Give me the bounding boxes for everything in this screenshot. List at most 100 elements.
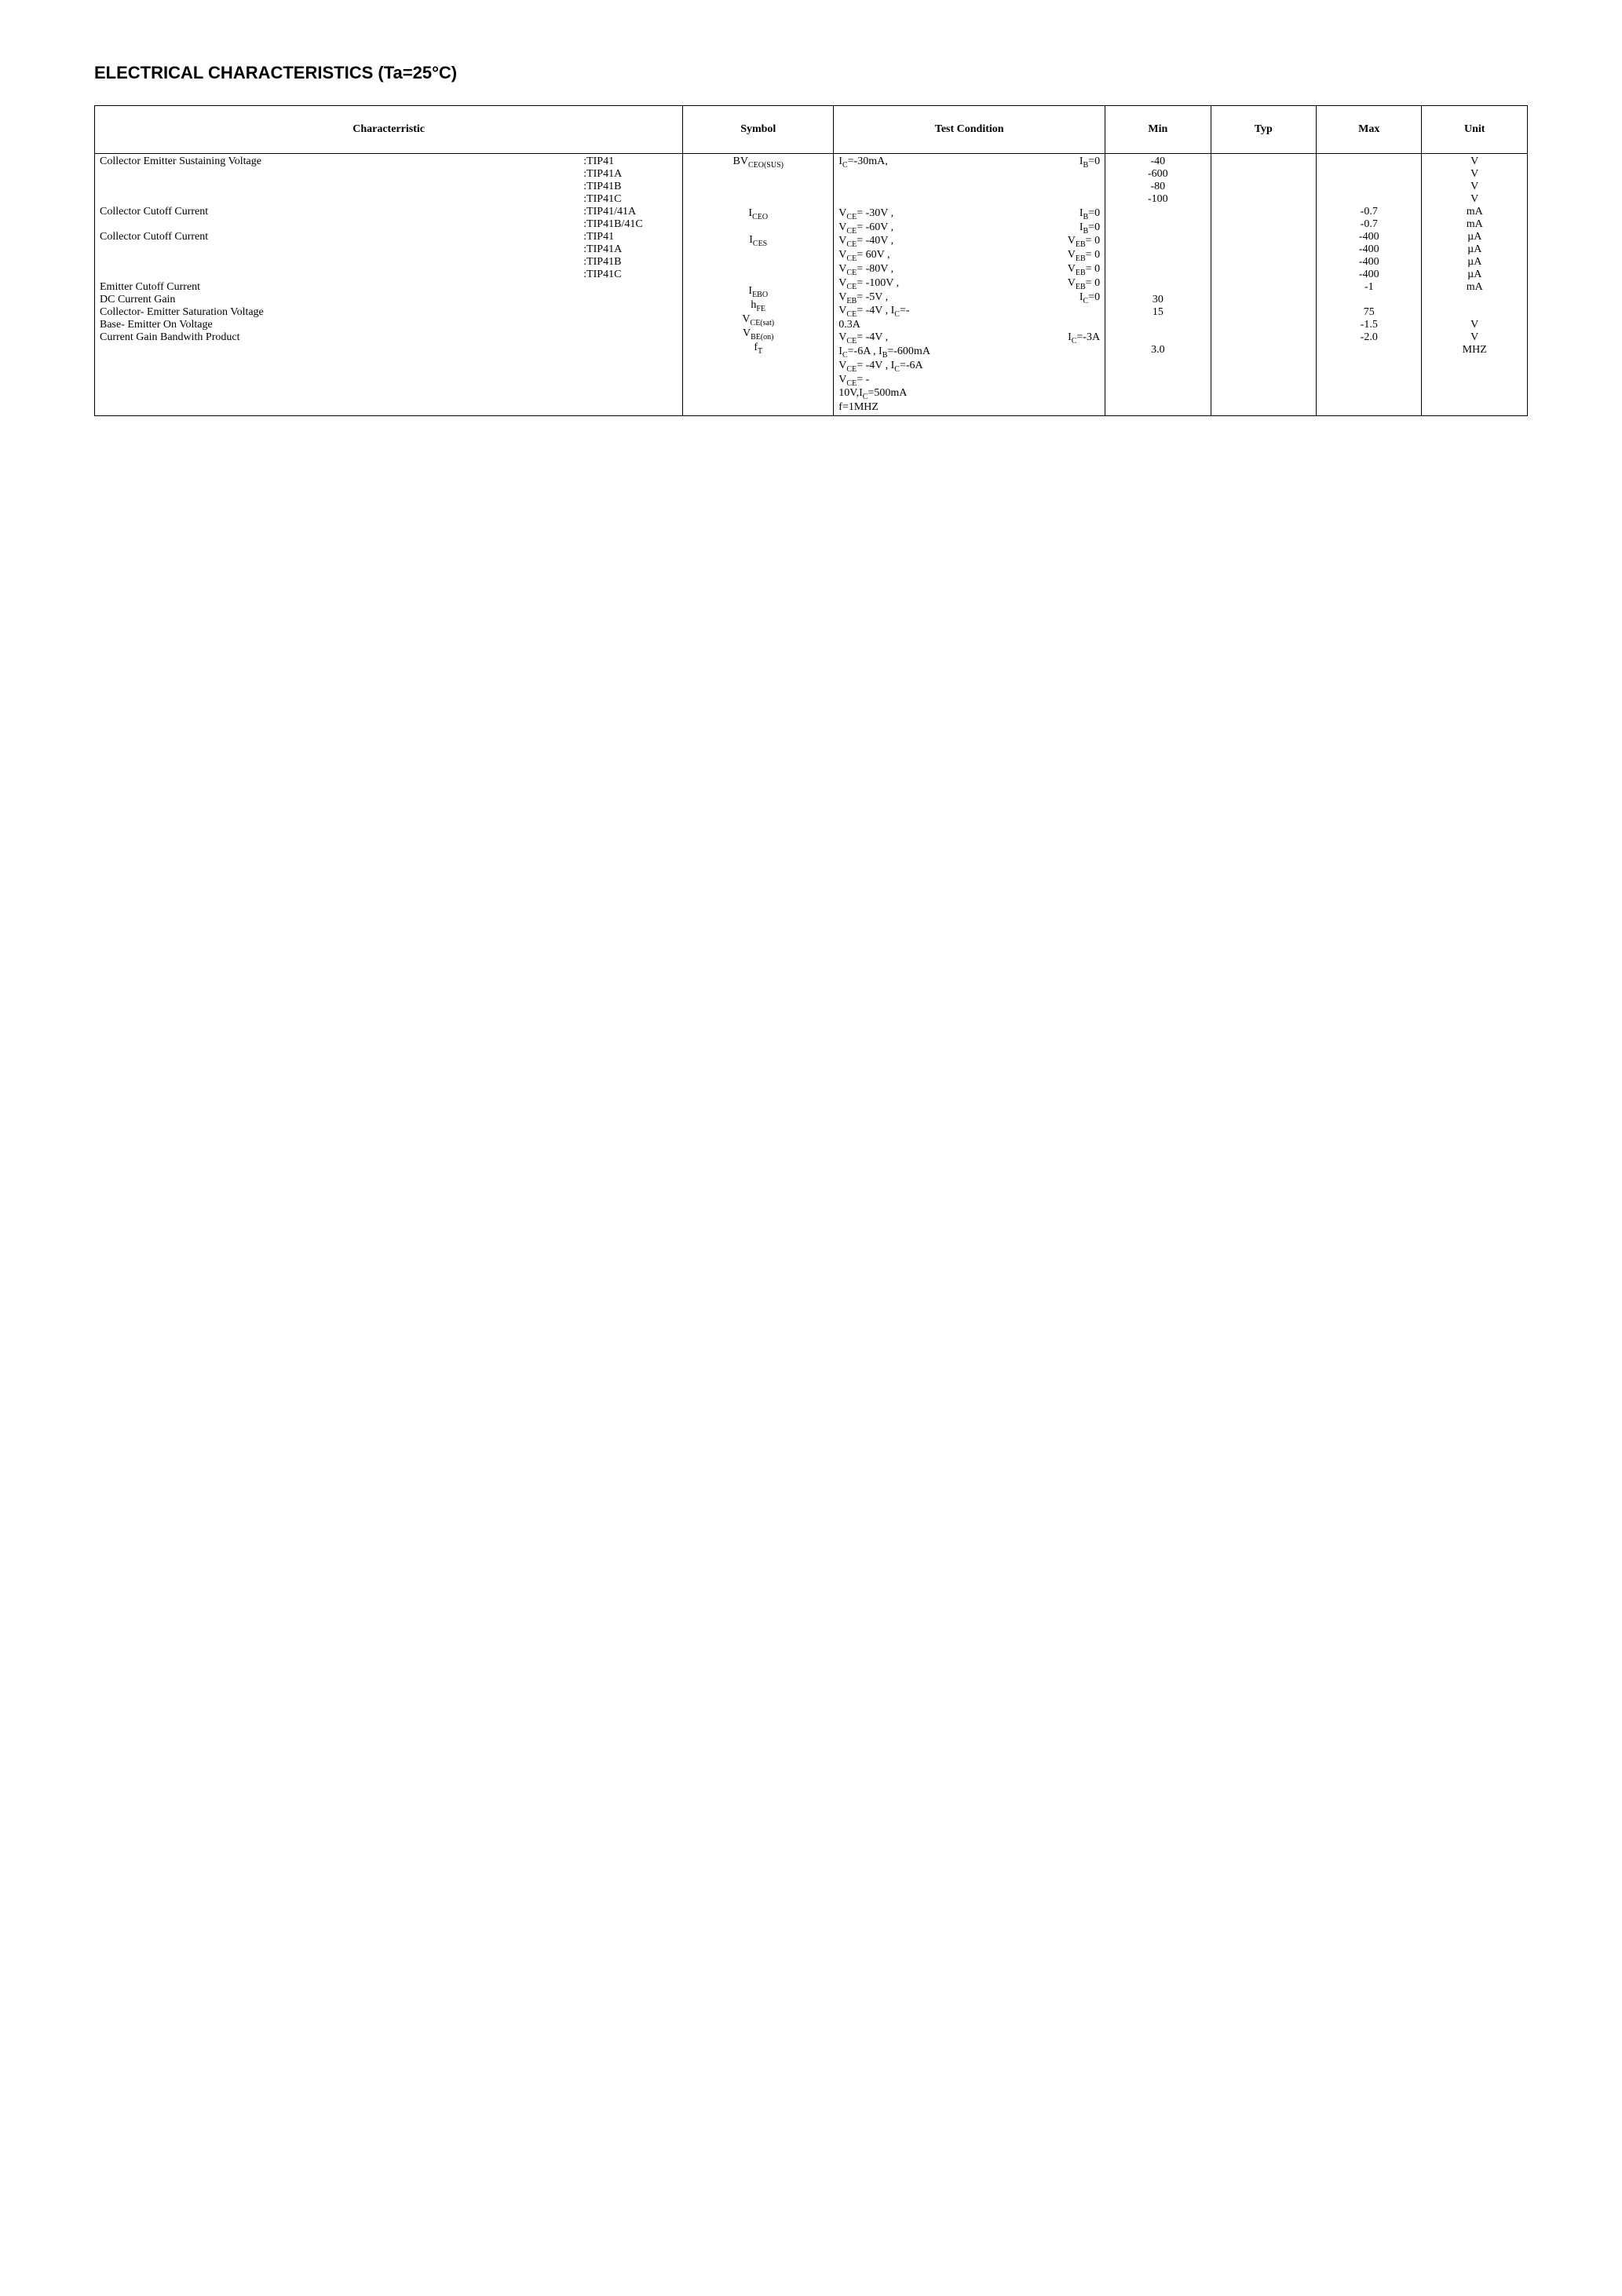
characteristic-name: Collector Cutoff Current [100, 231, 583, 243]
unit-value [1427, 306, 1522, 319]
symbol-line: VBE(on) [688, 327, 828, 342]
condition-right: IB=0 [1080, 207, 1100, 221]
max-value [1321, 294, 1416, 306]
unit-value [1427, 382, 1522, 394]
characteristic-name [100, 269, 583, 281]
condition-line: IC=-30mA,IB=0 [838, 155, 1100, 170]
condition-left: VCE= -80V , [838, 263, 893, 277]
typ-value [1216, 269, 1311, 281]
condition-right: IC=0 [1080, 291, 1100, 305]
condition-right: VEB= 0 [1068, 263, 1100, 277]
characteristic-name [100, 218, 583, 231]
condition-line [838, 182, 1100, 195]
condition-left: 10V,IC=500mA [838, 387, 907, 401]
characteristic-variant: :TIP41B [583, 181, 678, 193]
typ-value [1216, 306, 1311, 319]
typ-value [1216, 281, 1311, 294]
condition-line: VCE= 60V ,VEB= 0 [838, 249, 1100, 263]
characteristic-line: Base- Emitter On Voltage [100, 319, 678, 331]
max-value [1321, 344, 1416, 356]
typ-value [1216, 256, 1311, 269]
symbol-line: fT [688, 342, 828, 356]
header-typ: Typ [1211, 106, 1316, 154]
condition-left: VCE= - [838, 374, 869, 388]
characteristic-variant [583, 319, 678, 331]
max-value [1321, 193, 1416, 206]
condition-line: f=1MHZ [838, 401, 1100, 414]
condition-right: VEB= 0 [1068, 235, 1100, 249]
max-value [1321, 168, 1416, 181]
characteristic-name: Emitter Cutoff Current [100, 281, 583, 294]
typ-value [1216, 155, 1311, 168]
header-symbol: Symbol [683, 106, 834, 154]
unit-value: V [1427, 193, 1522, 206]
condition-left: VCE= 60V , [838, 249, 890, 263]
symbol-line [688, 170, 828, 182]
characteristic-name: Collector Emitter Sustaining Voltage [100, 155, 583, 168]
characteristic-variant: :TIP41C [583, 269, 678, 281]
characteristic-line: :TIP41B [100, 181, 678, 193]
header-min: Min [1105, 106, 1211, 154]
condition-line: 10V,IC=500mA [838, 387, 1100, 401]
characteristic-line: :TIP41C [100, 269, 678, 281]
condition-line: VCE= -4V ,IC=-3A [838, 331, 1100, 345]
characteristic-line: Collector Emitter Sustaining Voltage:TIP… [100, 155, 678, 168]
symbol-line [688, 272, 828, 285]
condition-left: VCE= -100V , [838, 277, 899, 291]
unit-value: MHZ [1427, 344, 1522, 356]
header-unit: Unit [1422, 106, 1528, 154]
unit-value: V [1427, 319, 1522, 331]
unit-value [1427, 294, 1522, 306]
unit-value: mA [1427, 281, 1522, 294]
characteristic-variant: :TIP41 [583, 155, 678, 168]
max-value: -1 [1321, 281, 1416, 294]
symbol-line [688, 221, 828, 234]
characteristics-table: Characterristic Symbol Test Condition Mi… [94, 105, 1528, 416]
unit-value: µA [1427, 256, 1522, 269]
min-value [1110, 369, 1205, 382]
characteristic-name [100, 181, 583, 193]
condition-left: VCE= -60V , [838, 221, 893, 236]
characteristic-line: :TIP41A [100, 243, 678, 256]
characteristic-name: Current Gain Bandwith Product [100, 331, 583, 344]
symbol-line: IEBO [688, 285, 828, 299]
characteristic-name [100, 243, 583, 256]
table-body-row: Collector Emitter Sustaining Voltage:TIP… [95, 154, 1528, 416]
symbol-line: BVCEO(SUS) [688, 155, 828, 170]
max-value [1321, 155, 1416, 168]
characteristic-variant [583, 331, 678, 344]
unit-value: mA [1427, 206, 1522, 218]
condition-left: VCE= -40V , [838, 235, 893, 249]
condition-left: VEB= -5V , [838, 291, 888, 305]
condition-line: VCE= -40V , VEB= 0 [838, 235, 1100, 249]
characteristic-name [100, 168, 583, 181]
unit-value: µA [1427, 269, 1522, 281]
condition-line: 0.3A [838, 319, 1100, 331]
characteristic-variant: :TIP41B/41C [583, 218, 678, 231]
min-value: 3.0 [1110, 344, 1205, 356]
min-value: 30 [1110, 294, 1205, 306]
characteristic-variant: :TIP41/41A [583, 206, 678, 218]
max-value: -400 [1321, 256, 1416, 269]
condition-line: VCE= -4V , IC=-6A [838, 360, 1100, 374]
typ-value [1216, 181, 1311, 193]
condition-left: f=1MHZ [838, 401, 879, 414]
typ-value [1216, 206, 1311, 218]
typ-value [1216, 382, 1311, 394]
characteristic-variant [583, 294, 678, 306]
characteristic-name: Collector- Emitter Saturation Voltage [100, 306, 583, 319]
symbol-line: hFE [688, 299, 828, 313]
min-value: -600 [1110, 168, 1205, 181]
condition-line: VCE= - [838, 374, 1100, 388]
unit-value: V [1427, 168, 1522, 181]
symbol-line: ICES [688, 234, 828, 248]
characteristic-line: Current Gain Bandwith Product [100, 331, 678, 344]
condition-right: IC=-3A [1068, 331, 1100, 345]
condition-left: VCE= -4V , IC=-6A [838, 360, 922, 374]
condition-left: IC=-6A , IB=-600mA [838, 345, 930, 360]
max-value: -2.0 [1321, 331, 1416, 344]
condition-left: VCE= -4V , IC=- [838, 305, 909, 319]
typ-value [1216, 319, 1311, 331]
table-header-row: Characterristic Symbol Test Condition Mi… [95, 106, 1528, 154]
min-value: 15 [1110, 306, 1205, 319]
